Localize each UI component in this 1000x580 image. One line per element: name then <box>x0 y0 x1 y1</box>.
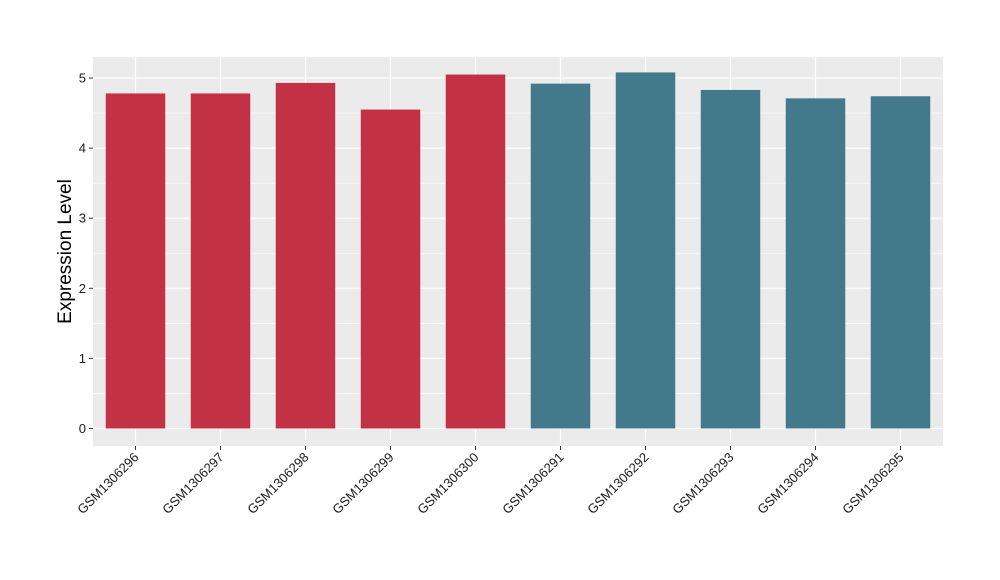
y-axis-title: Expression Level <box>55 179 76 324</box>
x-tick-label: GSM1306299 <box>329 450 396 517</box>
x-tick-label: GSM1306294 <box>754 450 821 517</box>
bar-GSM1306296 <box>105 93 166 429</box>
x-tick-label: GSM1306300 <box>414 450 481 517</box>
y-tick-label: 3 <box>79 211 86 226</box>
y-tick-label: 1 <box>79 351 86 366</box>
bar-GSM1306298 <box>275 82 336 429</box>
bar-GSM1306299 <box>360 109 421 429</box>
x-axis: GSM1306296 GSM1306297 GSM1306298 GSM1306299… <box>74 446 907 517</box>
bar-GSM1306292 <box>615 72 676 429</box>
bars <box>105 72 931 429</box>
bar-GSM1306297 <box>190 93 251 429</box>
y-tick-label: 0 <box>79 421 86 436</box>
x-tick-label: GSM1306295 <box>839 450 906 517</box>
x-tick-label: GSM1306296 <box>74 450 141 517</box>
bar-GSM1306293 <box>700 89 761 429</box>
bar-GSM1306300 <box>445 74 506 429</box>
y-tick-label: 5 <box>79 71 86 86</box>
y-tick-label: 4 <box>79 141 86 156</box>
y-axis: 0 1 2 3 4 5 <box>79 71 93 436</box>
x-tick-label: GSM1306297 <box>159 450 226 517</box>
bar-GSM1306295 <box>870 96 931 429</box>
bar-GSM1306291 <box>530 83 591 429</box>
x-tick-label: GSM1306298 <box>244 450 311 517</box>
y-tick-label: 2 <box>79 281 86 296</box>
x-tick-label: GSM1306293 <box>669 450 736 517</box>
bar-GSM1306294 <box>785 98 846 429</box>
x-tick-label: GSM1306292 <box>584 450 651 517</box>
x-tick-label: GSM1306291 <box>499 450 566 517</box>
